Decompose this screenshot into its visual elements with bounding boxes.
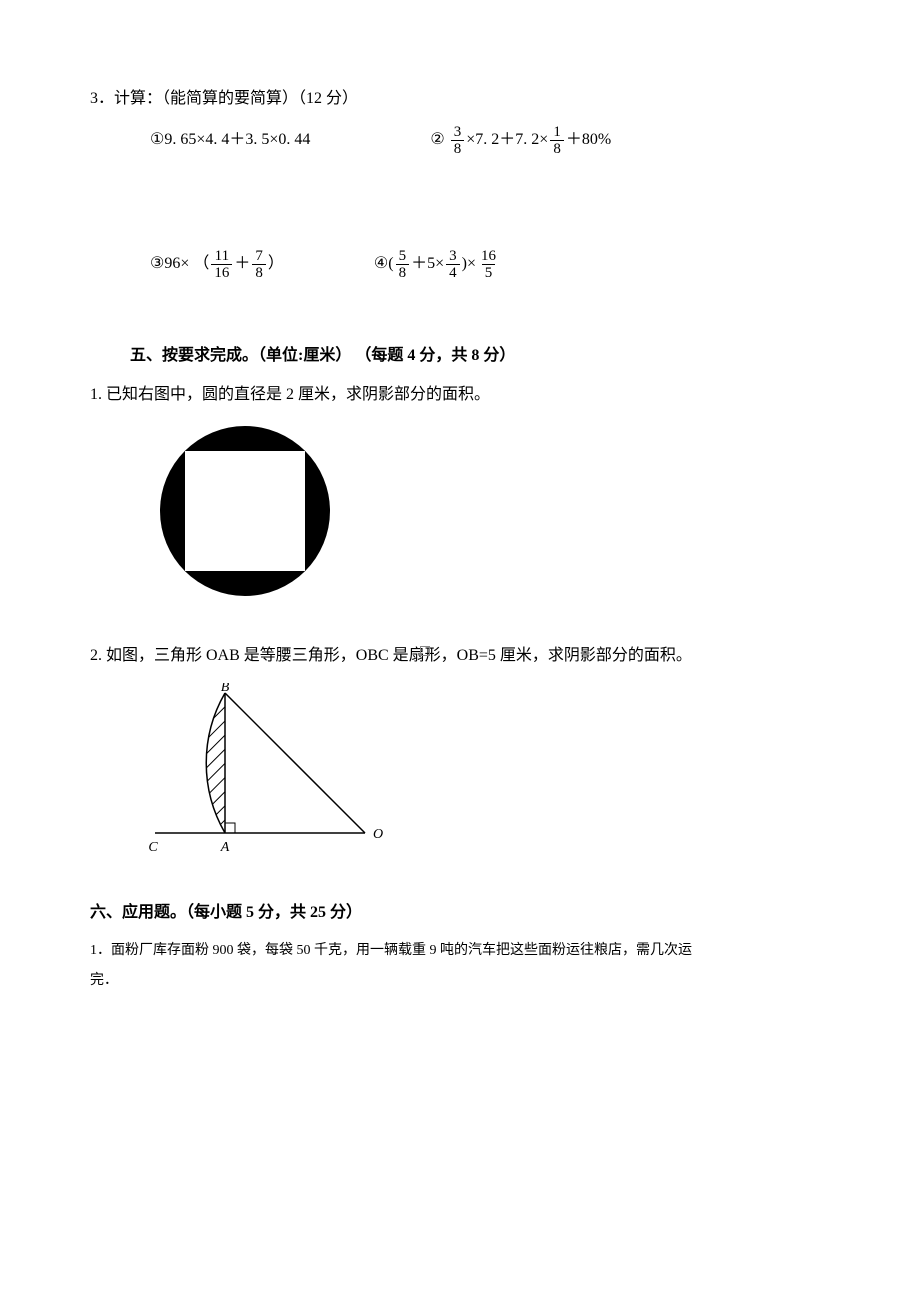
s6-q1-line2: 完． [90,968,830,995]
page-marker [420,646,430,656]
section-6: 六、应用题。（每小题 5 分，共 25 分） 1．面粉厂库存面粉 900 袋，每… [90,899,830,995]
label-O: O [373,827,383,842]
fraction: 3 8 [451,124,465,158]
q3-row2: ③ 96× （ 11 16 ＋ 7 8 ） ④ ( 5 8 ＋5× 3 4 [150,248,830,282]
figure-triangle-sector: B A C O [135,683,830,869]
s6-heading: 六、应用题。（每小题 5 分，共 25 分） [90,899,830,928]
q3-i1-label: ① [150,126,164,155]
q3-i3-label: ③ [150,250,164,279]
q3-item-3: ③ 96× （ 11 16 ＋ 7 8 ） [150,248,284,282]
fraction: 7 8 [252,248,266,282]
q3-item-2: ② 3 8 ×7. 2＋7. 2× 1 8 ＋80% [430,124,611,158]
fraction: 16 5 [478,248,499,282]
s6-q1-line1: 1．面粉厂库存面粉 900 袋，每袋 50 千克，用一辆载重 9 吨的汽车把这些… [90,938,830,965]
label-A: A [220,840,230,855]
fraction: 3 4 [446,248,460,282]
q3-heading: 3．计算：（能简算的要简算）（12 分） [90,85,830,114]
label-C: C [148,840,158,855]
label-B: B [221,683,230,695]
q3-item-1: ① 9. 65×4. 4＋3. 5×0. 44 [150,124,310,158]
s5-q2: 2. 如图，三角形 OAB 是等腰三角形，OBC 是扇形，OB=5 厘米，求阴影… [90,642,830,671]
fraction: 5 8 [396,248,410,282]
fraction: 1 8 [550,124,564,158]
q3-i2-label: ② [430,126,444,155]
figure-circle-square [150,421,830,612]
s5-heading: 五、按要求完成。（单位:厘米） （每题 4 分，共 8 分） [130,342,830,371]
q3-item-4: ④ ( 5 8 ＋5× 3 4 )× 16 5 [374,248,501,282]
q3-i1-expr: 9. 65×4. 4＋3. 5×0. 44 [164,126,310,155]
fraction: 11 16 [211,248,232,282]
section-5: 五、按要求完成。（单位:厘米） （每题 4 分，共 8 分） 1. 已知右图中，… [90,342,830,869]
question-3: 3．计算：（能简算的要简算）（12 分） ① 9. 65×4. 4＋3. 5×0… [90,85,830,282]
q3-i4-label: ④ [374,250,388,279]
q3-row1: ① 9. 65×4. 4＋3. 5×0. 44 ② 3 8 ×7. 2＋7. 2… [150,124,830,158]
s5-q1: 1. 已知右图中，圆的直径是 2 厘米，求阴影部分的面积。 [90,381,830,410]
